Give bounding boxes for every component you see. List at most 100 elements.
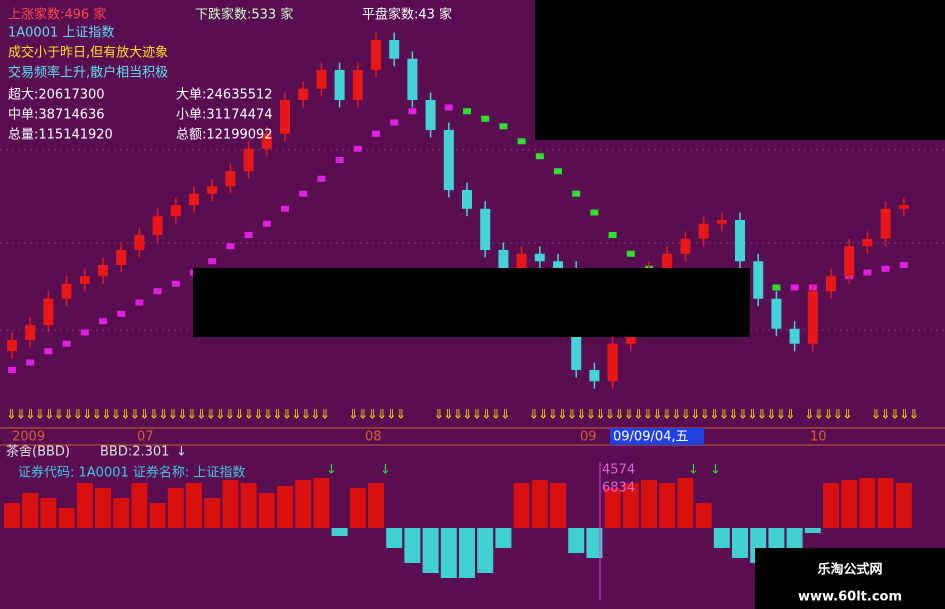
cursor-value: 6834 bbox=[602, 481, 635, 496]
signal-arrow: ⇓ bbox=[557, 408, 568, 423]
bbd-bar bbox=[786, 528, 803, 548]
signal-arrow: ⇓ bbox=[453, 408, 464, 423]
candle-body bbox=[534, 253, 545, 262]
signal-arrow: ⇓ bbox=[215, 408, 226, 423]
bbd-bar bbox=[277, 486, 293, 528]
ma-dot bbox=[863, 269, 872, 276]
indicator-title: 茶舍(BBD) bbox=[6, 444, 70, 460]
x-label: 08 bbox=[365, 430, 382, 445]
signal-arrow: ⇓ bbox=[310, 408, 321, 423]
signal-arrow: ⇓ bbox=[263, 408, 274, 423]
ma-dot bbox=[463, 108, 471, 115]
signal-arrow: ⇓ bbox=[586, 408, 597, 423]
ma-dot bbox=[153, 288, 162, 295]
signal-row: ⇓⇓⇓⇓⇓⇓⇓⇓⇓⇓⇓⇓⇓⇓⇓⇓⇓⇓⇓⇓⇓⇓⇓⇓⇓⇓⇓⇓⇓⇓⇓⇓⇓⇓ ⇓⇓⇓⇓⇓⇓… bbox=[6, 408, 919, 423]
signal-arrow: ⇓ bbox=[747, 408, 758, 423]
signal-arrow: ⇓ bbox=[44, 408, 55, 423]
bbd-bar bbox=[695, 503, 712, 528]
candle-body bbox=[553, 261, 563, 269]
bbd-bar bbox=[404, 528, 421, 563]
candle-body bbox=[280, 100, 290, 134]
signal-arrow: ⇓ bbox=[833, 408, 844, 423]
bbd-bar bbox=[131, 483, 148, 528]
signal-arrow: ⇓ bbox=[54, 408, 65, 423]
bbd-bar bbox=[513, 483, 530, 528]
signal-arrow: ⇓ bbox=[63, 408, 74, 423]
bbd-bar bbox=[240, 483, 257, 528]
bbd-bar bbox=[732, 528, 748, 558]
cursor-date: 09/09/04,五 bbox=[613, 430, 689, 445]
signal: ↓ bbox=[710, 463, 721, 478]
candle-body bbox=[771, 298, 782, 329]
signal-arrow: ⇓ bbox=[130, 408, 141, 423]
candle-body bbox=[352, 70, 363, 100]
signal-arrow: ⇓ bbox=[6, 408, 17, 423]
grid bbox=[0, 149, 945, 331]
candle-body bbox=[698, 223, 709, 239]
signal-arrow: ⇓ bbox=[823, 408, 834, 423]
candle-body bbox=[243, 148, 254, 172]
candle-body bbox=[189, 193, 199, 205]
candle-body bbox=[880, 208, 891, 239]
mask bbox=[535, 0, 945, 140]
ma-dot bbox=[608, 232, 617, 238]
candle-body bbox=[789, 328, 800, 344]
signal-arrow: ⇓ bbox=[73, 408, 84, 423]
candle-body bbox=[807, 291, 818, 344]
signal-arrow: ⇓ bbox=[700, 408, 711, 423]
bbd-bar bbox=[95, 488, 111, 528]
bbd-bar bbox=[386, 528, 403, 548]
candle-body bbox=[826, 276, 836, 292]
signal-arrow: ⇓ bbox=[234, 408, 245, 423]
ma-dot bbox=[881, 265, 890, 272]
candle-body bbox=[371, 40, 381, 70]
ma-dot bbox=[44, 348, 53, 355]
ma-dot bbox=[335, 157, 344, 163]
watermark-box bbox=[755, 548, 945, 609]
signal-arrow: ⇓ bbox=[681, 408, 692, 423]
signal-arrow: ⇓ bbox=[738, 408, 749, 423]
signal-arrow: ⇓ bbox=[472, 408, 483, 423]
signal-arrow: ⇓ bbox=[814, 408, 825, 423]
signal-arrow: ⇓ bbox=[709, 408, 720, 423]
bbd-bar bbox=[586, 528, 603, 558]
signal-arrow: ⇓ bbox=[25, 408, 36, 423]
ma-dot bbox=[262, 220, 271, 227]
stat: 总额:12199092 bbox=[176, 128, 273, 143]
signal-arrow: ⇓ bbox=[111, 408, 122, 423]
ma-dot bbox=[117, 310, 126, 317]
candle-body bbox=[680, 238, 691, 254]
stat: 超大:20617300 bbox=[8, 88, 105, 103]
signal-arrow: ⇓ bbox=[82, 408, 93, 423]
candle-body bbox=[134, 235, 145, 250]
signal-arrow: ⇓ bbox=[253, 408, 264, 423]
bbd-bar bbox=[422, 528, 439, 573]
sub-signals: ↓ ↓ ↓ ↓ bbox=[326, 463, 721, 478]
x-label: 09 bbox=[580, 430, 597, 445]
candle-body bbox=[462, 190, 472, 209]
signal-arrow: ⇓ bbox=[548, 408, 559, 423]
ma-dot bbox=[317, 175, 326, 182]
watermark: 乐淘公式网 bbox=[817, 562, 882, 578]
bbd-bar bbox=[113, 498, 130, 528]
bbd-bar bbox=[641, 480, 657, 528]
bbd-bar bbox=[222, 480, 239, 528]
candle-body bbox=[480, 208, 491, 250]
bbd-bar bbox=[204, 498, 221, 528]
ma-dot bbox=[26, 359, 35, 366]
signal-arrow: ⇓ bbox=[728, 408, 739, 423]
ma-dot bbox=[244, 232, 253, 238]
candle-body bbox=[589, 370, 600, 382]
candle-body bbox=[407, 58, 418, 100]
bbd-bar bbox=[477, 528, 494, 573]
candle-body bbox=[298, 88, 309, 100]
signal-arrow: ⇓ bbox=[291, 408, 302, 423]
candle-body bbox=[389, 40, 400, 59]
signal-arrow: ⇓ bbox=[624, 408, 635, 423]
signal-arrow: ⇓ bbox=[206, 408, 217, 423]
ma-dot bbox=[80, 329, 89, 336]
signal-arrow: ⇓ bbox=[92, 408, 103, 423]
signal-arrow: ⇓ bbox=[890, 408, 901, 423]
bbd-bar bbox=[531, 480, 548, 528]
